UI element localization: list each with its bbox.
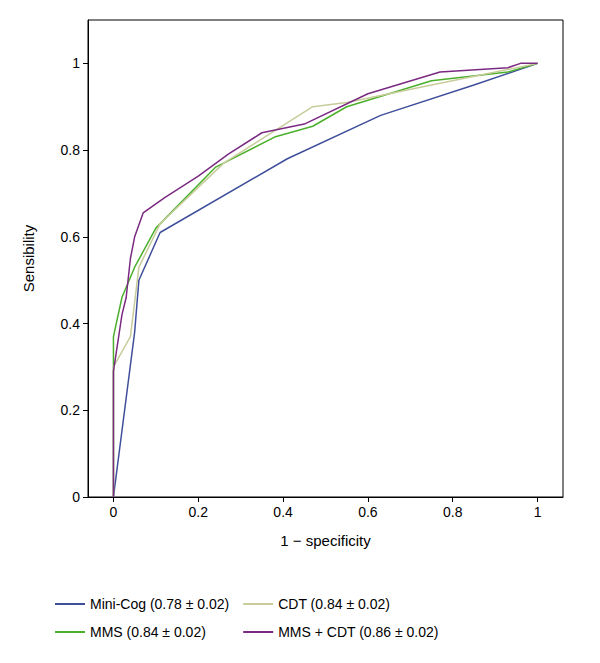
svg-text:0.8: 0.8 — [61, 142, 81, 158]
svg-text:0.4: 0.4 — [61, 316, 81, 332]
svg-text:0: 0 — [72, 489, 80, 505]
svg-text:Sensibility: Sensibility — [20, 224, 37, 292]
svg-text:0.2: 0.2 — [189, 504, 209, 520]
svg-text:CDT (0.84 ± 0.02): CDT (0.84 ± 0.02) — [278, 596, 390, 612]
svg-text:1: 1 — [534, 504, 542, 520]
svg-text:1: 1 — [72, 55, 80, 71]
svg-text:Mini-Cog (0.78 ± 0.02): Mini-Cog (0.78 ± 0.02) — [90, 596, 229, 612]
svg-text:0.2: 0.2 — [61, 402, 81, 418]
svg-text:0.6: 0.6 — [358, 504, 378, 520]
svg-text:0.8: 0.8 — [443, 504, 463, 520]
svg-text:0.4: 0.4 — [273, 504, 293, 520]
svg-text:0.6: 0.6 — [61, 229, 81, 245]
svg-text:MMS (0.84 ± 0.02): MMS (0.84 ± 0.02) — [90, 624, 206, 640]
svg-text:0: 0 — [110, 504, 118, 520]
svg-text:MMS + CDT (0.86 ± 0.02): MMS + CDT (0.86 ± 0.02) — [278, 624, 438, 640]
svg-text:1 − specificity: 1 − specificity — [280, 532, 371, 549]
